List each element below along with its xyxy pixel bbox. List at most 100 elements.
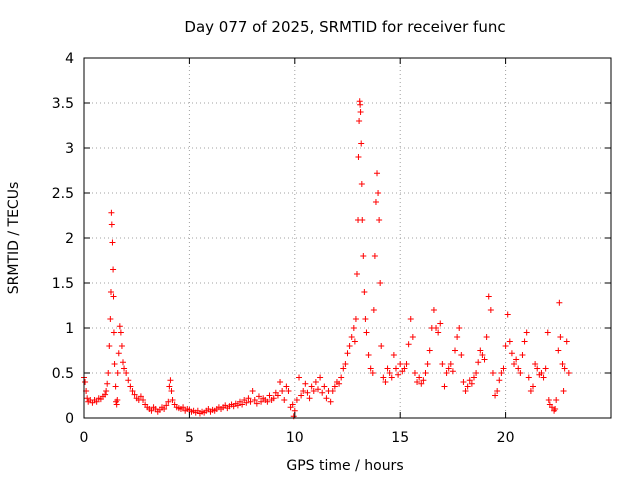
- y-tick-label: 0.5: [52, 366, 74, 382]
- data-point: [473, 370, 480, 376]
- x-tick-label: 20: [497, 430, 515, 446]
- data-point: [382, 379, 389, 385]
- data-point: [323, 395, 330, 402]
- data-point: [312, 379, 319, 385]
- data-point: [378, 343, 385, 349]
- data-point: [352, 316, 359, 322]
- data-point: [180, 404, 187, 411]
- grid-lines: [84, 58, 611, 418]
- data-point: [356, 118, 363, 124]
- data-point: [127, 383, 134, 390]
- data-point: [372, 199, 379, 205]
- data-point: [565, 370, 572, 376]
- data-point: [441, 383, 448, 390]
- data-point: [104, 380, 111, 387]
- data-point: [314, 386, 321, 393]
- data-point: [371, 253, 378, 259]
- data-point: [251, 397, 258, 403]
- data-point: [350, 325, 357, 331]
- data-point: [384, 365, 391, 372]
- data-point: [283, 383, 290, 390]
- data-point: [281, 397, 288, 403]
- data-point: [115, 350, 122, 357]
- data-point: [319, 389, 326, 396]
- data-point: [168, 388, 175, 394]
- data-point: [489, 370, 496, 376]
- data-point: [540, 374, 547, 381]
- data-point: [353, 271, 360, 277]
- data-point: [148, 407, 155, 414]
- data-point: [306, 395, 313, 402]
- data-point: [289, 401, 296, 408]
- data-point: [437, 320, 444, 327]
- data-point: [392, 365, 399, 372]
- data-point: [544, 329, 551, 336]
- data-point: [397, 361, 404, 367]
- y-tick-label: 2: [65, 231, 74, 247]
- data-point: [460, 379, 467, 385]
- data-point: [542, 365, 549, 372]
- data-point: [84, 395, 91, 402]
- data-point: [538, 370, 545, 376]
- data-point: [561, 365, 568, 372]
- data-point: [277, 379, 284, 385]
- data-point: [102, 391, 109, 398]
- data-point: [511, 361, 518, 367]
- data-point: [351, 338, 358, 345]
- data-point: [355, 154, 362, 160]
- data-point: [358, 140, 365, 147]
- data-point: [435, 329, 442, 336]
- y-tick-label: 4: [65, 51, 74, 67]
- data-point: [504, 311, 511, 318]
- data-point: [559, 361, 566, 367]
- data-point: [443, 370, 450, 376]
- data-point: [390, 352, 397, 358]
- data-point: [508, 350, 515, 357]
- data-point: [106, 343, 113, 349]
- y-tick-label: 2.5: [52, 186, 74, 202]
- data-point: [362, 316, 369, 322]
- data-point: [270, 395, 277, 402]
- data-point: [245, 395, 252, 402]
- data-point: [414, 379, 421, 385]
- data-point: [494, 388, 501, 394]
- data-point: [433, 325, 440, 331]
- data-point: [500, 365, 507, 372]
- data-point: [140, 397, 147, 403]
- data-point: [109, 239, 116, 246]
- data-point: [548, 404, 555, 411]
- data-point: [340, 365, 347, 372]
- data-point: [329, 388, 336, 394]
- data-point: [111, 361, 118, 367]
- data-point: [422, 370, 429, 376]
- data-point: [479, 352, 486, 358]
- data-point: [475, 359, 482, 366]
- data-point: [401, 365, 408, 372]
- data-point: [481, 356, 488, 363]
- data-point: [108, 221, 115, 228]
- data-point: [530, 383, 537, 390]
- data-point: [116, 323, 123, 330]
- data-point: [523, 329, 530, 336]
- data-point: [239, 401, 246, 408]
- data-point: [462, 388, 469, 394]
- data-point: [525, 374, 532, 381]
- data-point: [346, 343, 353, 349]
- data-point: [118, 343, 125, 349]
- y-tick-label: 3.5: [52, 96, 74, 112]
- data-point: [113, 401, 120, 408]
- data-point: [279, 388, 286, 394]
- data-point: [466, 377, 473, 384]
- data-point: [363, 329, 370, 336]
- data-point: [274, 392, 281, 399]
- data-point: [552, 406, 559, 412]
- data-point: [123, 370, 130, 376]
- data-point: [496, 377, 503, 384]
- data-point: [298, 392, 305, 399]
- data-point: [114, 397, 121, 403]
- data-point: [93, 398, 100, 405]
- data-point: [513, 356, 520, 363]
- data-point: [430, 307, 437, 313]
- data-point: [447, 361, 454, 367]
- data-point: [167, 377, 174, 384]
